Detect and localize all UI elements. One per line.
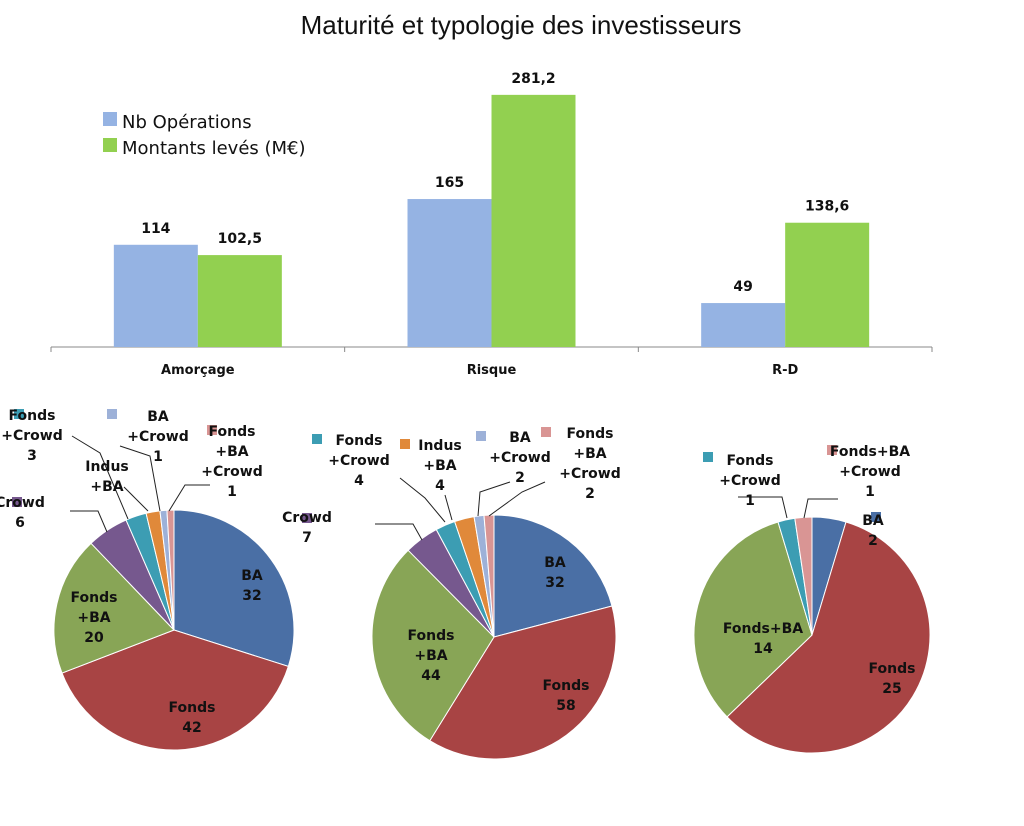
legend-label-nb-operations: Nb Opérations <box>122 112 252 133</box>
leader-line <box>71 435 129 520</box>
bar-montants-leves-m-amorcage <box>197 255 282 347</box>
leader-line <box>738 496 788 519</box>
pie-label-ba: BA 32 <box>544 555 566 591</box>
pie-label-fonds-ba: Fonds +BA 44 <box>408 628 455 684</box>
legend-swatch-montants-leves <box>103 138 117 152</box>
pie-slice-fonds-ba <box>371 549 495 742</box>
pie-label-fonds: Fonds 42 <box>169 700 216 736</box>
pie-label-fonds-crowd: Fonds +Crowd 3 <box>1 408 62 464</box>
pie-label-fonds-crowd: Fonds +Crowd 1 <box>719 453 780 509</box>
bar-montants-leves-m-r-d <box>785 222 870 347</box>
pie-label-ba: BA 32 <box>241 568 263 604</box>
leader-line <box>123 486 149 512</box>
category-label-amorcage: Amorçage <box>161 363 235 378</box>
category-label-r-d: R-D <box>772 363 798 378</box>
bar-value-label: 165 <box>435 175 464 191</box>
bar-value-label: 138,6 <box>805 199 849 215</box>
pie-legend-swatch <box>871 512 881 522</box>
bar-value-label: 102,5 <box>218 231 262 247</box>
pie-label-indus-ba: Indus +BA <box>85 459 129 495</box>
pie-label-fonds-crowd: Fonds +Crowd 4 <box>328 433 389 489</box>
legend-swatch-nb-operations <box>103 112 117 126</box>
bar-value-label: 114 <box>141 221 170 237</box>
pie-label-fonds-ba: Fonds+BA 14 <box>723 621 803 657</box>
leader-line <box>70 510 108 533</box>
pie-label-indus-ba: Indus +BA 4 <box>418 438 462 494</box>
pie-legend-swatch <box>107 409 117 419</box>
pie-label-crowd: Crowd 6 <box>0 495 45 531</box>
legend: Nb Opérations Montants levés (M€) <box>103 112 306 159</box>
pie-label-fonds-ba-crowd: Fonds +BA +Crowd 2 <box>559 426 620 502</box>
bar-montants-leves-m-risque <box>491 94 576 347</box>
pie-legend-swatch <box>207 425 217 435</box>
leader-line <box>399 477 446 523</box>
bar-nb-operations-risque <box>407 199 492 347</box>
bar-nb-operations-r-d <box>701 303 786 347</box>
pie-label-fonds-ba: Fonds +BA 20 <box>71 590 118 646</box>
pie-legend-swatch <box>827 445 837 455</box>
leader-line <box>444 494 453 521</box>
leader-line <box>119 445 161 512</box>
pie-legend-swatch <box>312 434 322 444</box>
pie-legend-swatch <box>541 427 551 437</box>
pie-slice-fonds-ba <box>53 542 175 674</box>
leader-line <box>488 481 546 517</box>
bar-chart: 114 102,5 Amorçage 165 281,2 Risque 49 138,6 R-D <box>50 71 933 378</box>
category-label-risque: Risque <box>467 363 517 378</box>
pie-r-d: BA 2 Fonds 25 Fonds+BA 14 Fonds +Crowd 1 Fonds+BA… <box>693 444 931 754</box>
pie-slice-fonds <box>429 605 617 760</box>
leader-line <box>803 498 838 519</box>
pie-label-ba: BA 2 <box>862 513 884 549</box>
pie-legend-swatch <box>12 497 22 507</box>
pie-legend-swatch <box>14 409 24 419</box>
bar-nb-operations-amorcage <box>113 244 198 347</box>
pie-slice-fonds-ba-crowd <box>794 516 813 636</box>
pie-legend-swatch <box>703 452 713 462</box>
legend-label-montants-leves: Montants levés (M€) <box>122 138 306 159</box>
pie-label-fonds: Fonds 58 <box>543 678 590 714</box>
pie-slice-fonds <box>726 521 931 754</box>
pie-slice-fonds-ba-crowd <box>483 514 495 638</box>
pie-slice-ba <box>173 509 295 668</box>
bar-value-label: 49 <box>733 279 752 295</box>
pie-risque: BA 32 Fonds 58 Fonds +BA 44 Crowd 7 Fonds +Crowd 4 I… <box>282 426 621 760</box>
pie-legend-swatch <box>400 439 410 449</box>
chart-title: Maturité et typologie des investisseurs <box>301 10 742 40</box>
leader-line <box>375 523 423 541</box>
pie-label-ba-crowd: BA +Crowd 1 <box>127 409 188 465</box>
pie-slice-fonds-ba-crowd <box>166 509 175 631</box>
pie-slice-fonds-ba <box>693 521 813 718</box>
leader-line <box>477 481 511 517</box>
pie-label-ba-crowd: BA +Crowd 2 <box>489 430 550 486</box>
pie-legend-swatch <box>302 513 312 523</box>
pie-label-fonds: Fonds 25 <box>869 661 916 697</box>
pie-slice-ba <box>493 514 613 638</box>
pie-charts: BA 32 Fonds 42 Fonds +BA 20 Crowd 6 Fonds +Crowd 3 I… <box>0 408 931 760</box>
pie-legend-swatch <box>476 431 486 441</box>
pie-slice-fonds <box>61 629 289 751</box>
pie-label-crowd: Crowd 7 <box>282 510 332 546</box>
leader-line <box>168 484 210 512</box>
bar-value-label: 281,2 <box>511 71 555 87</box>
pie-amorcage: BA 32 Fonds 42 Fonds +BA 20 Crowd 6 Fonds +Crowd 3 I… <box>0 408 295 751</box>
